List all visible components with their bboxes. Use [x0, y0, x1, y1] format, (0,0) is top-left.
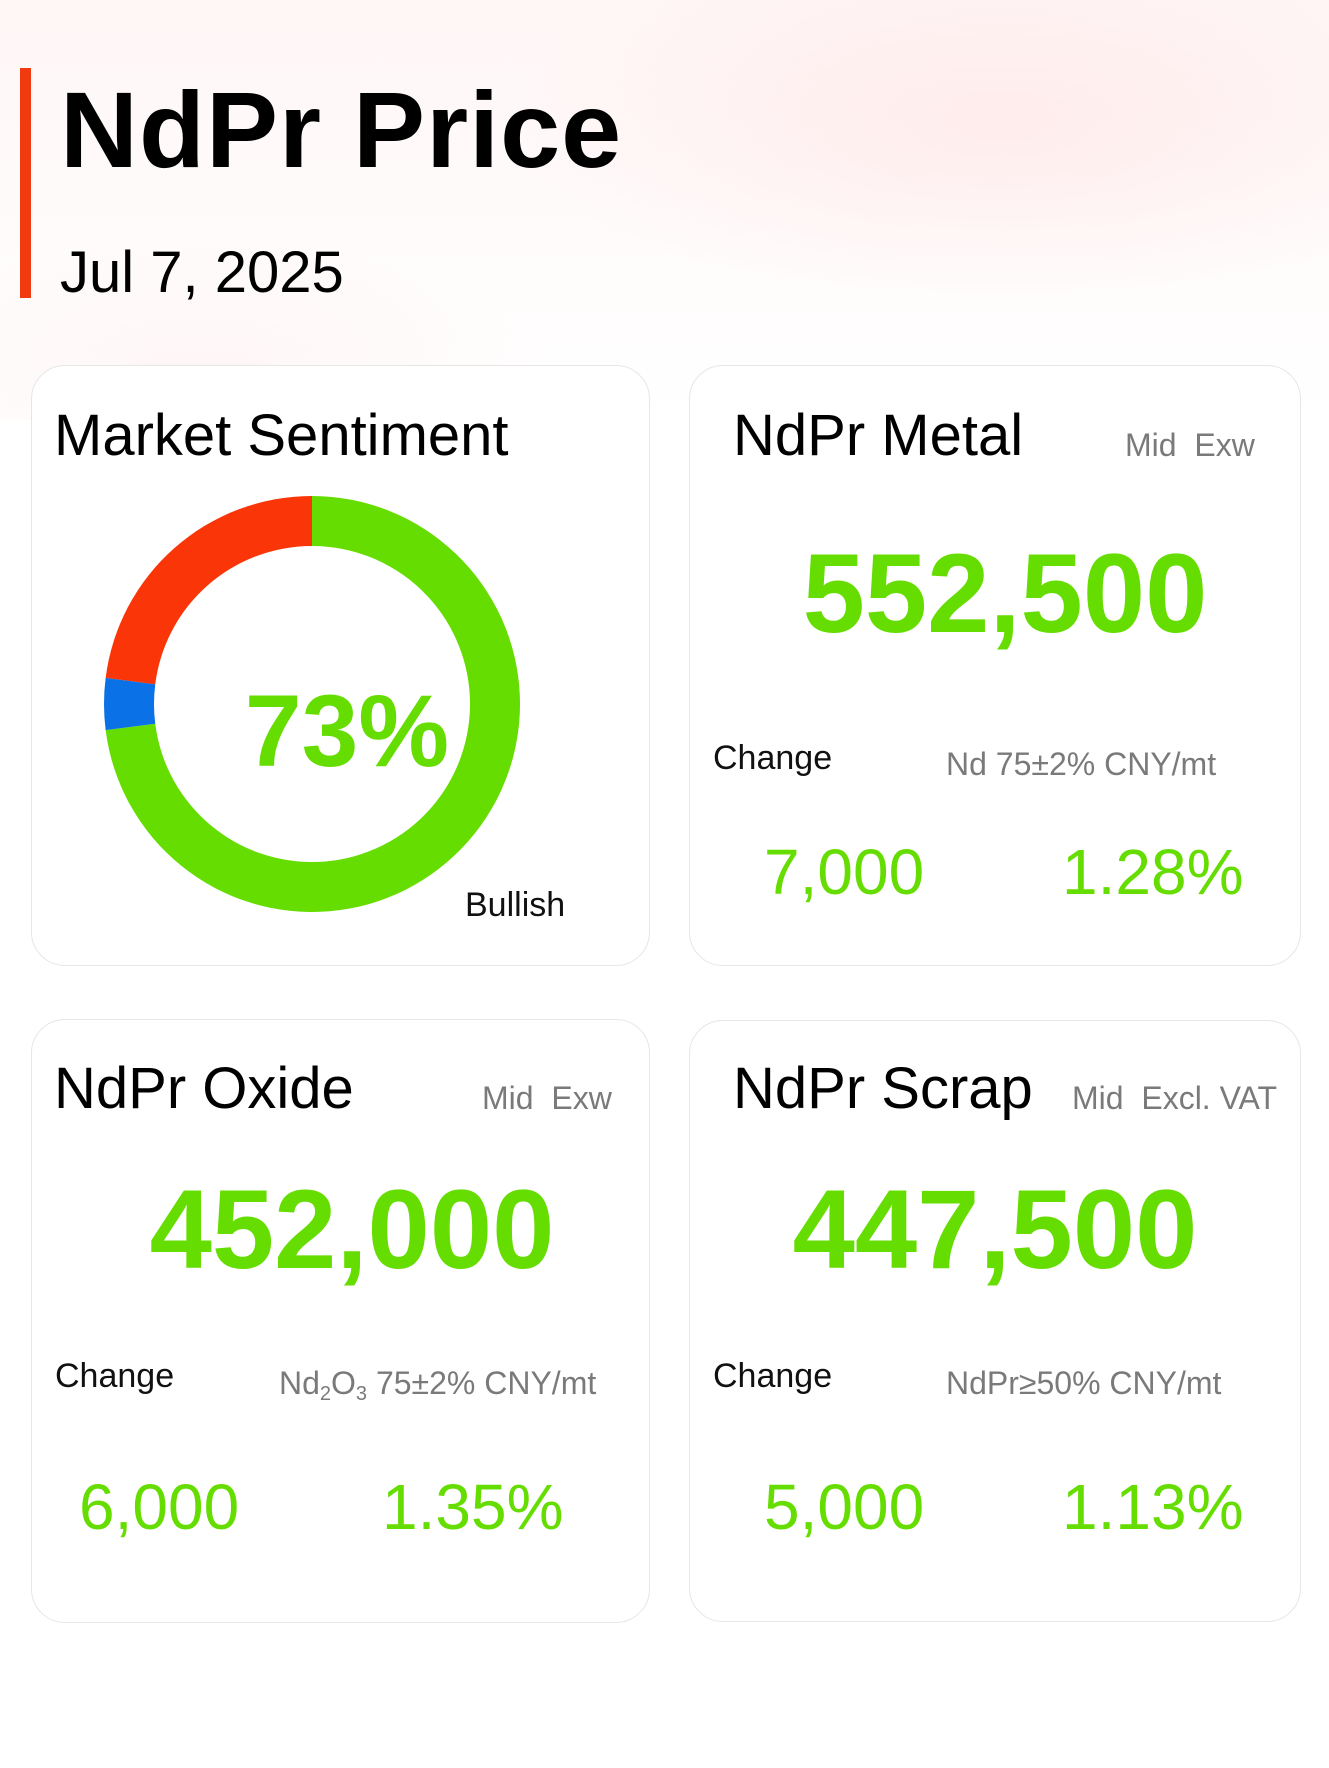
donut-segment-bearish [105, 496, 313, 685]
metal-title: NdPr Metal [733, 403, 1024, 468]
scrap-spec: NdPr≥50% CNY/mt [946, 1365, 1222, 1401]
oxide-price: 452,000 [149, 1167, 555, 1292]
donut-segment-neutral [103, 677, 156, 731]
ndpr-metal-card: NdPr Metal Mid Exw 552,500 Change Nd 75±… [689, 365, 1301, 966]
scrap-meta-mid: Mid [1072, 1080, 1124, 1116]
scrap-change-label: Change [713, 1357, 833, 1395]
sentiment-label: Bullish [465, 886, 566, 924]
metal-change-pct: 1.28% [1062, 836, 1244, 908]
metal-meta: Mid Exw [1125, 425, 1255, 465]
oxide-meta-basis: Exw [551, 1080, 612, 1116]
header-background [0, 0, 1329, 420]
oxide-change-pct: 1.35% [382, 1471, 564, 1543]
metal-meta-basis: Exw [1194, 427, 1255, 463]
scrap-price: 447,500 [792, 1167, 1198, 1292]
oxide-meta-mid: Mid [482, 1080, 534, 1116]
scrap-title: NdPr Scrap [733, 1056, 1033, 1121]
metal-change-label: Change [713, 739, 833, 777]
sentiment-donut-chart [103, 496, 521, 912]
ndpr-oxide-card: NdPr Oxide Mid Exw 452,000 Change Nd2O3 … [31, 1019, 650, 1623]
scrap-change-pct: 1.13% [1062, 1471, 1244, 1543]
oxide-change-abs: 6,000 [79, 1471, 240, 1543]
oxide-change-label: Change [55, 1357, 175, 1395]
ndpr-scrap-card: NdPr Scrap Mid Excl. VAT 447,500 Change … [689, 1020, 1301, 1622]
page-title: NdPr Price [60, 69, 623, 190]
sentiment-percent: 73% [244, 674, 450, 788]
market-sentiment-card: Market Sentiment 73% Bullish [31, 365, 650, 966]
scrap-meta-basis: Excl. VAT [1141, 1080, 1278, 1116]
sentiment-title: Market Sentiment [54, 403, 509, 468]
scrap-meta: Mid Excl. VAT [1072, 1078, 1277, 1118]
metal-change-abs: 7,000 [764, 836, 925, 908]
metal-price: 552,500 [802, 531, 1208, 656]
page-date: Jul 7, 2025 [60, 240, 344, 305]
oxide-spec: Nd2O3 75±2% CNY/mt [279, 1365, 597, 1405]
oxide-title: NdPr Oxide [54, 1056, 354, 1121]
metal-meta-mid: Mid [1125, 427, 1177, 463]
scrap-change-abs: 5,000 [764, 1471, 925, 1543]
oxide-meta: Mid Exw [482, 1078, 612, 1118]
header-accent-bar [20, 68, 31, 298]
metal-spec: Nd 75±2% CNY/mt [946, 746, 1217, 782]
